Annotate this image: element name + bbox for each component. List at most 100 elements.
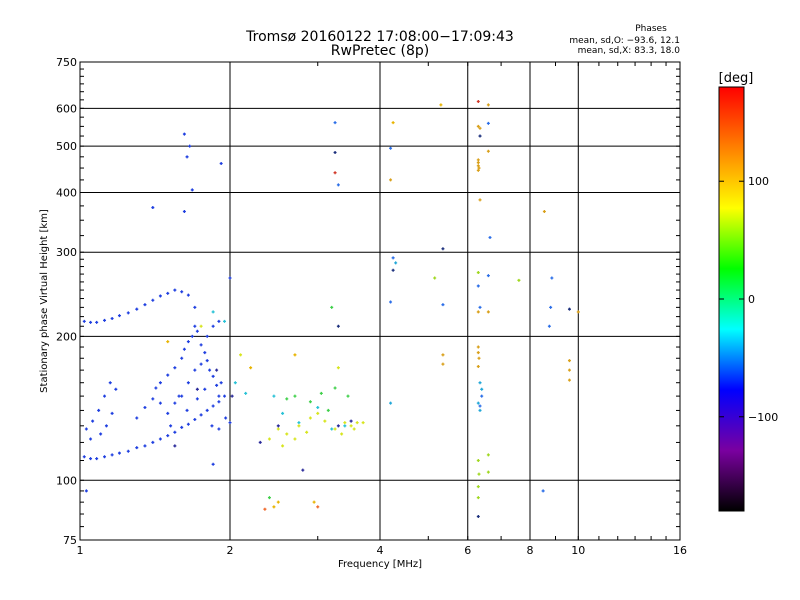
data-point bbox=[267, 437, 271, 441]
data-point bbox=[180, 394, 184, 398]
data-point bbox=[185, 155, 189, 159]
data-point bbox=[103, 455, 107, 459]
data-point bbox=[343, 424, 347, 428]
data-point bbox=[126, 449, 130, 453]
colorbar-tick-label: 0 bbox=[748, 293, 755, 306]
data-point bbox=[476, 168, 480, 172]
data-point bbox=[549, 305, 553, 309]
x-tick-label: 2 bbox=[227, 544, 234, 557]
data-point bbox=[108, 381, 112, 385]
plot-area bbox=[79, 61, 681, 541]
data-point bbox=[219, 381, 223, 385]
data-point bbox=[336, 183, 340, 187]
data-point bbox=[486, 121, 490, 125]
data-point bbox=[110, 316, 114, 320]
data-point bbox=[166, 411, 170, 415]
data-point bbox=[476, 124, 480, 128]
data-point bbox=[476, 458, 480, 462]
data-point bbox=[486, 274, 490, 278]
data-point bbox=[249, 366, 253, 370]
data-point bbox=[180, 356, 184, 360]
data-point bbox=[228, 421, 232, 425]
data-point bbox=[340, 432, 344, 436]
data-point bbox=[190, 188, 194, 192]
data-point bbox=[208, 368, 212, 372]
data-point bbox=[97, 408, 101, 412]
chart-subtitle: RwPretec (8p) bbox=[331, 43, 429, 59]
data-point bbox=[151, 298, 155, 302]
data-point bbox=[478, 198, 482, 202]
data-point bbox=[478, 134, 482, 138]
data-point bbox=[567, 307, 571, 311]
data-point bbox=[205, 359, 209, 363]
data-point bbox=[186, 340, 190, 344]
data-point bbox=[486, 310, 490, 314]
data-point bbox=[336, 366, 340, 370]
data-point bbox=[193, 324, 197, 328]
y-tick-label: 300 bbox=[56, 246, 77, 259]
data-point bbox=[104, 424, 108, 428]
data-point bbox=[143, 405, 147, 409]
data-point bbox=[82, 319, 86, 323]
data-point bbox=[154, 386, 158, 390]
data-point bbox=[180, 290, 184, 294]
data-point bbox=[110, 411, 114, 415]
data-point bbox=[258, 440, 262, 444]
data-point bbox=[195, 387, 199, 391]
data-point bbox=[158, 437, 162, 441]
data-point bbox=[166, 291, 170, 295]
data-point bbox=[195, 397, 199, 401]
data-point bbox=[185, 408, 189, 412]
data-point bbox=[205, 408, 209, 412]
data-point bbox=[224, 416, 228, 420]
data-point bbox=[110, 453, 114, 457]
data-point bbox=[433, 276, 437, 280]
data-point bbox=[276, 424, 280, 428]
data-point bbox=[346, 394, 350, 398]
data-point bbox=[476, 164, 480, 168]
data-point bbox=[391, 256, 395, 260]
data-point bbox=[182, 210, 186, 214]
data-points bbox=[82, 100, 580, 518]
data-point bbox=[441, 247, 445, 251]
data-point bbox=[173, 366, 177, 370]
data-point bbox=[211, 324, 215, 328]
data-point bbox=[210, 424, 214, 428]
data-point bbox=[217, 394, 221, 398]
data-point bbox=[297, 421, 301, 425]
data-point bbox=[285, 397, 289, 401]
data-point bbox=[95, 457, 99, 461]
data-point bbox=[199, 413, 203, 417]
data-point bbox=[239, 353, 243, 357]
x-tick-labels: 1 2 4 6 8 10 16 bbox=[77, 544, 688, 557]
data-point bbox=[476, 514, 480, 518]
data-point bbox=[188, 144, 192, 148]
data-point bbox=[285, 432, 289, 436]
data-point bbox=[182, 347, 186, 351]
data-point bbox=[203, 387, 207, 391]
data-point bbox=[542, 210, 546, 214]
data-point bbox=[391, 121, 395, 125]
data-point bbox=[233, 381, 237, 385]
data-point bbox=[151, 440, 155, 444]
data-point bbox=[312, 500, 316, 504]
data-point bbox=[193, 305, 197, 309]
data-point bbox=[326, 408, 330, 412]
data-point bbox=[103, 318, 107, 322]
data-point bbox=[211, 310, 215, 314]
data-point bbox=[441, 362, 445, 366]
data-point bbox=[476, 158, 480, 162]
data-point bbox=[166, 434, 170, 438]
data-point bbox=[476, 401, 480, 405]
data-point bbox=[316, 405, 320, 409]
data-point bbox=[217, 319, 221, 323]
data-point bbox=[126, 311, 130, 315]
data-point bbox=[389, 178, 393, 182]
data-point bbox=[478, 404, 482, 408]
data-point bbox=[199, 362, 203, 366]
x-axis-label: Frequency [MHz] bbox=[338, 559, 422, 570]
data-point bbox=[203, 351, 207, 355]
data-point bbox=[480, 394, 484, 398]
data-point bbox=[223, 319, 227, 323]
data-point bbox=[301, 468, 305, 472]
